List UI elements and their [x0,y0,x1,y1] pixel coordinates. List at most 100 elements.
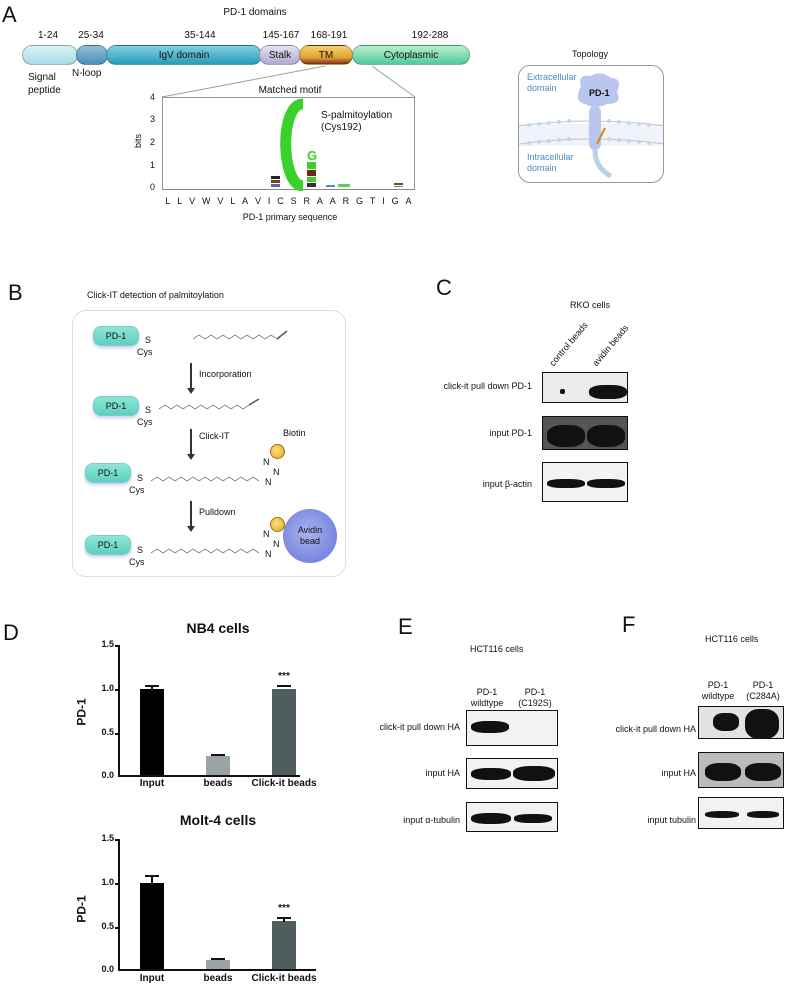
seq-letter: A [405,196,412,206]
step-incorporation: Incorporation [199,369,252,379]
bar-chart-molt4: Molt-4 cells PD-1 1.5 1.0 0.5 0.0 *** In… [0,800,340,990]
seq-letter: G [355,196,363,206]
label-n-loop: N-loop [72,68,102,79]
intracellular-l1: Intracellular [527,152,574,162]
blot-pulldown-ha [466,710,558,746]
band [560,389,565,394]
band [471,813,511,824]
panel-a-letter: A [2,2,17,27]
n-label: N [265,477,272,487]
lane-l2: (C284A) [746,691,780,701]
topology-protein-label: PD-1 [589,88,610,98]
bar-input [140,689,164,775]
lane-c192s: PD-1 (C192S) [510,687,560,709]
label-signal-peptide-text: Signal peptide [28,71,78,97]
seq-letter: L [165,196,171,206]
seq-letter: V [255,196,262,206]
seq-letter: V [217,196,224,206]
blot-input-tubulin [698,797,784,829]
clicked-chain [150,548,260,554]
domain-signal-peptide [22,45,78,65]
error-cap [211,958,225,960]
extracellular-l2: domain [527,83,557,93]
seq-letter: V [189,196,196,206]
y-axis-label: PD-1 [74,895,89,923]
band [589,385,627,399]
y-tick-label: 1.5 [101,833,114,843]
lane-l1: PD-1 [524,687,546,697]
error-cap [277,917,291,919]
arrow-pulldown [187,501,195,532]
biotin-label: Biotin [283,428,306,438]
row-label: click-it pull down PD-1 [443,381,532,391]
logo-glyphs: G [271,98,403,191]
panel-d-letter: D [3,620,19,645]
chart-title: Molt-4 cells [179,812,257,828]
ytick-3: 3 [150,114,156,124]
y-tick [115,927,119,929]
logo-annotation: S-palmitoylation (Cys192) [321,110,392,134]
row-label: input tubulin [647,815,696,825]
avidin-bead: Avidin bead [283,509,337,563]
cys-label: Cys [137,417,153,427]
band [514,814,552,823]
bar-chart-nb4: NB4 cells PD-1 1.5 1.0 0.5 0.0 *** Input… [0,610,340,790]
triazole: N N N [263,529,280,559]
panel-c-letter: C [436,275,452,300]
blot-input-pd1 [542,416,628,450]
lane-l2: wildtype [470,698,504,708]
seq-letter: A [242,196,249,206]
lane-wildtype: PD-1 wildtype [693,680,743,702]
y-tick-label: 0.5 [101,921,114,931]
y-tick [115,733,119,735]
seq-letter: G [391,196,399,206]
seq-letter: A [316,196,323,206]
logo-ylabel: bits [133,133,143,148]
x-tick-label: Click-it beads [251,778,317,789]
s-label: S [145,335,152,345]
annotation-line2: (Cys192) [321,122,362,133]
bead-l1: Avidin [297,525,323,535]
seq-letter: I [267,196,271,206]
blot-input-actin [542,462,628,502]
seq-letter: S [290,196,297,206]
y-tick [115,839,119,841]
logo-title: Matched motif [258,85,322,96]
logo-xlabel: PD-1 primary sequence [242,212,338,222]
blot-input-ha [466,758,558,789]
click-it-scheme: PD-1 S Cys Incorporation PD-1 S Cys Clic… [72,310,346,577]
lane-control-beads: control beads [547,320,590,368]
band [587,425,625,447]
seq-letter: I [382,196,385,206]
band [547,479,585,488]
cys-label: Cys [129,557,145,567]
blot-input-tubulin [466,802,558,832]
error-bar [283,917,285,922]
s-label: S [145,405,152,415]
bar-beads [206,756,230,775]
biotin-icon [270,517,285,532]
range-igv: 35-144 [184,30,216,41]
sequence-logo: G S-palmitoylation (Cys192) [162,97,415,191]
step-pulldown: Pulldown [199,507,236,517]
y-axis [118,645,120,777]
ytick-2: 2 [150,137,156,147]
y-tick-label: 0.0 [101,770,114,780]
band [705,763,741,781]
row-label: click-it pull down HA [615,724,696,734]
seq-letter: C [277,196,284,206]
blot-input-ha [698,752,784,788]
bar-click-it-beads [272,689,296,775]
seq-letter: R [342,196,350,206]
band [547,425,585,447]
topology-title: Topology [571,49,609,59]
x-tick-label: Click-it beads [251,973,317,984]
seq-letter: L [230,196,236,206]
y-tick [115,645,119,647]
ytick-4: 4 [150,92,156,102]
lane-l1: PD-1 [752,680,774,690]
ytick-0: 0 [150,182,156,192]
chart-title: NB4 cells [186,620,250,636]
pd1-protein: PD-1 [85,535,131,555]
intracellular-label: Intracellular domain [527,152,574,174]
